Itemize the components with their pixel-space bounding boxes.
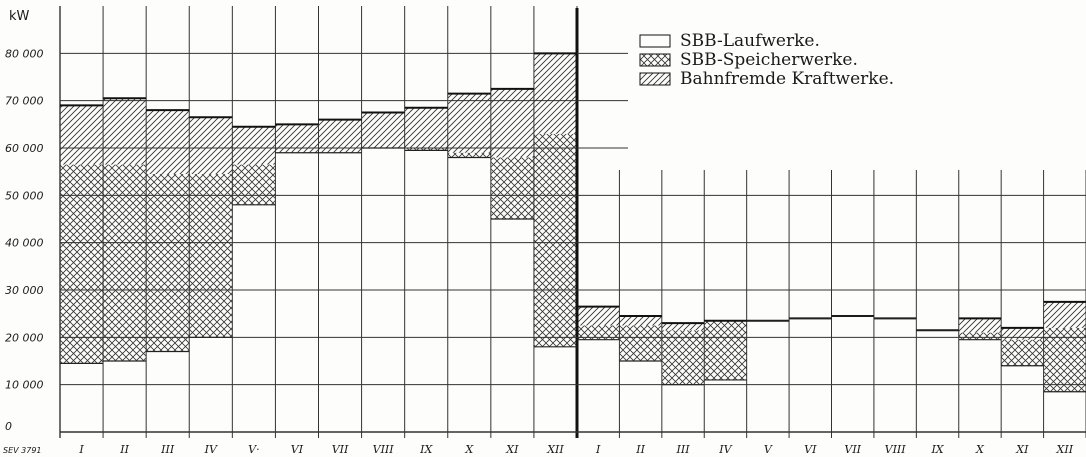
y-tick-label-8: 80 000 xyxy=(5,47,44,60)
band-blank-7 xyxy=(318,152,362,432)
legend-swatch-1 xyxy=(639,34,671,48)
band-cross-hatch-11 xyxy=(490,157,534,219)
y-tick-label-7: 70 000 xyxy=(5,95,44,108)
month-label-23: XI xyxy=(1015,443,1029,456)
month-label-22: X xyxy=(975,443,985,456)
month-label-2: II xyxy=(119,443,129,456)
band-blank-3 xyxy=(146,351,190,432)
band-diagonal-hatch-1 xyxy=(60,105,104,165)
band-cross-hatch-16 xyxy=(704,320,747,380)
month-label-19: VII xyxy=(844,443,861,456)
band-cross-hatch-5 xyxy=(232,164,276,205)
band-blank-20 xyxy=(873,318,917,432)
band-diagonal-hatch-14 xyxy=(619,316,662,326)
month-label-18: VI xyxy=(804,443,817,456)
month-label-9: IX xyxy=(419,443,433,456)
band-blank-2 xyxy=(103,361,147,432)
band-blank-9 xyxy=(404,150,448,432)
month-label-24: XII xyxy=(1056,443,1074,456)
y-tick-label-5: 50 000 xyxy=(5,189,44,202)
band-blank-10 xyxy=(447,157,491,432)
month-label-21: IX xyxy=(930,443,944,456)
month-label-5: V· xyxy=(248,443,259,456)
band-diagonal-hatch-22 xyxy=(958,318,1002,333)
month-label-1: I xyxy=(78,443,84,456)
band-blank-24 xyxy=(1043,391,1086,432)
month-label-11: XI xyxy=(505,443,519,456)
band-diagonal-hatch-7 xyxy=(318,119,362,153)
band-cross-hatch-22 xyxy=(958,332,1002,340)
y-tick-label-6: 60 000 xyxy=(5,142,44,155)
reference-label: SEV 3791 xyxy=(3,446,42,455)
month-label-8: VIII xyxy=(373,443,395,456)
y-tick-label-2: 20 000 xyxy=(5,331,44,344)
month-label-15: III xyxy=(676,443,691,456)
legend-label-1: SBB-Laufwerke. xyxy=(680,31,820,51)
band-diagonal-hatch-13 xyxy=(577,306,620,326)
month-label-12: XII xyxy=(546,443,564,456)
band-diagonal-hatch-24 xyxy=(1043,301,1086,328)
band-blank-23 xyxy=(1001,365,1044,432)
band-diagonal-hatch-11 xyxy=(490,88,534,158)
y-axis-unit: kW xyxy=(9,9,30,24)
band-blank-5 xyxy=(232,204,276,432)
legend-label-2: SBB-Speicherwerke. xyxy=(680,50,858,70)
band-cross-hatch-23 xyxy=(1001,339,1044,366)
band-diagonal-hatch-4 xyxy=(189,117,233,175)
band-blank-12 xyxy=(533,346,577,432)
band-cross-hatch-12 xyxy=(533,133,577,347)
month-label-6: VI xyxy=(291,443,304,456)
month-label-20: VIII xyxy=(885,443,907,456)
band-diagonal-hatch-15 xyxy=(661,323,705,331)
band-diagonal-hatch-3 xyxy=(146,110,190,175)
band-blank-21 xyxy=(916,330,959,432)
month-label-17: V xyxy=(764,443,773,456)
band-blank-18 xyxy=(789,318,832,432)
band-cross-hatch-9 xyxy=(404,148,448,151)
band-blank-14 xyxy=(619,361,662,432)
band-cross-hatch-4 xyxy=(189,174,233,338)
month-label-4: IV xyxy=(204,443,218,456)
band-cross-hatch-1 xyxy=(60,164,104,364)
band-cross-hatch-14 xyxy=(619,325,662,361)
band-cross-hatch-15 xyxy=(661,330,705,385)
month-label-14: II xyxy=(635,443,645,456)
band-blank-17 xyxy=(746,320,790,432)
legend-swatch-3 xyxy=(639,72,671,86)
band-diagonal-hatch-10 xyxy=(447,93,491,153)
y-tick-label-0: 0 xyxy=(5,420,12,433)
band-diagonal-hatch-23 xyxy=(1001,327,1044,340)
band-diagonal-hatch-8 xyxy=(361,112,405,148)
month-label-3: III xyxy=(160,443,175,456)
band-blank-1 xyxy=(60,363,104,432)
month-label-13: I xyxy=(595,443,601,456)
month-label-16: IV xyxy=(718,443,732,456)
legend-swatch-2 xyxy=(639,53,671,67)
band-blank-6 xyxy=(275,152,319,432)
y-tick-label-1: 10 000 xyxy=(5,379,44,392)
band-diagonal-hatch-9 xyxy=(404,107,448,148)
band-diagonal-hatch-5 xyxy=(232,126,276,165)
band-diagonal-hatch-12 xyxy=(533,53,577,134)
month-label-10: X xyxy=(464,443,474,456)
band-cross-hatch-24 xyxy=(1043,327,1086,392)
band-diagonal-hatch-2 xyxy=(103,98,147,165)
band-blank-22 xyxy=(958,339,1002,432)
band-blank-19 xyxy=(831,316,874,432)
band-blank-13 xyxy=(577,339,620,432)
y-tick-label-4: 40 000 xyxy=(5,237,44,250)
band-blank-11 xyxy=(490,219,534,432)
legend-label-3: Bahnfremde Kraftwerke. xyxy=(680,69,894,89)
month-label-7: VII xyxy=(332,443,349,456)
band-cross-hatch-3 xyxy=(146,174,190,352)
y-tick-label-3: 30 000 xyxy=(5,284,44,297)
band-cross-hatch-13 xyxy=(577,325,620,340)
band-blank-16 xyxy=(704,379,747,432)
band-cross-hatch-10 xyxy=(447,152,491,158)
band-blank-15 xyxy=(661,384,705,432)
band-cross-hatch-2 xyxy=(103,164,147,361)
